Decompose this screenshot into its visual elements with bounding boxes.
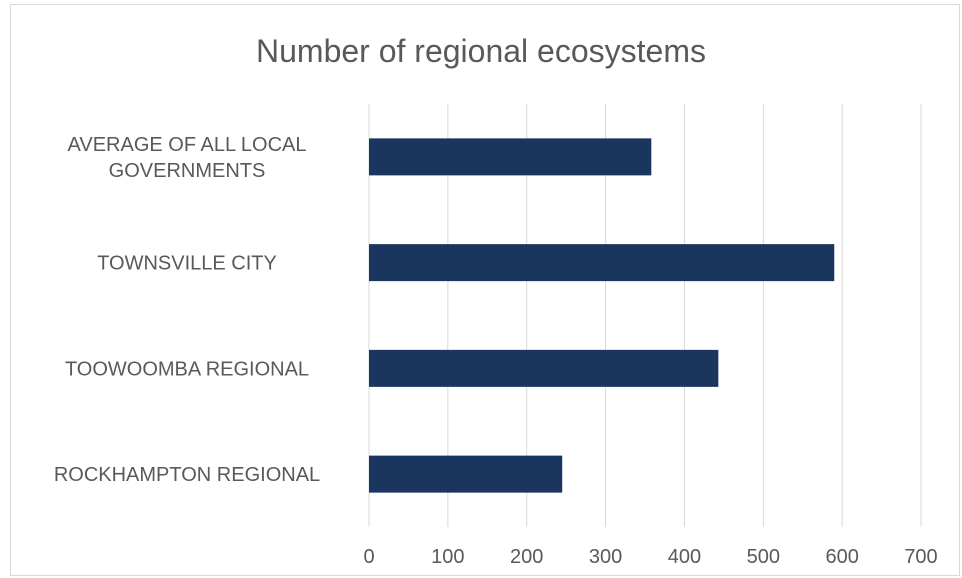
x-tick-label-300: 300 — [589, 546, 622, 568]
bar-rockhampton-regional — [369, 455, 563, 493]
x-tick-label-0: 0 — [363, 546, 374, 568]
category-label-townsville-city: TOWNSVILLE CITY — [97, 253, 277, 275]
bar-toowoomba-regional — [369, 349, 719, 387]
x-tick-label-400: 400 — [668, 546, 701, 568]
category-labels: ROCKHAMPTON REGIONAL TOOWOOMBA REGIONAL TO… — [54, 134, 320, 486]
bar-average-of-all-local-governments — [369, 138, 652, 176]
x-tick-label-600: 600 — [825, 546, 858, 568]
category-label-toowoomba-regional: TOOWOOMBA REGIONAL — [65, 358, 309, 380]
x-tick-label-500: 500 — [747, 546, 780, 568]
category-label-average-of-all-local-governments: AVERAGE OF ALL LOCAL GOVERNMENTS — [68, 134, 307, 182]
x-tick-label-100: 100 — [431, 546, 464, 568]
bar-townsville-city — [369, 244, 835, 282]
x-tick-label-200: 200 — [510, 546, 543, 568]
x-tick-label-700: 700 — [904, 546, 937, 568]
chart-title: Number of regional ecosystems — [256, 33, 706, 69]
category-label-rockhampton-regional: ROCKHAMPTON REGIONAL — [54, 464, 320, 486]
bar-layer — [369, 138, 835, 493]
x-tick-labels: 0 100 200 300 400 500 600 700 — [363, 546, 937, 568]
